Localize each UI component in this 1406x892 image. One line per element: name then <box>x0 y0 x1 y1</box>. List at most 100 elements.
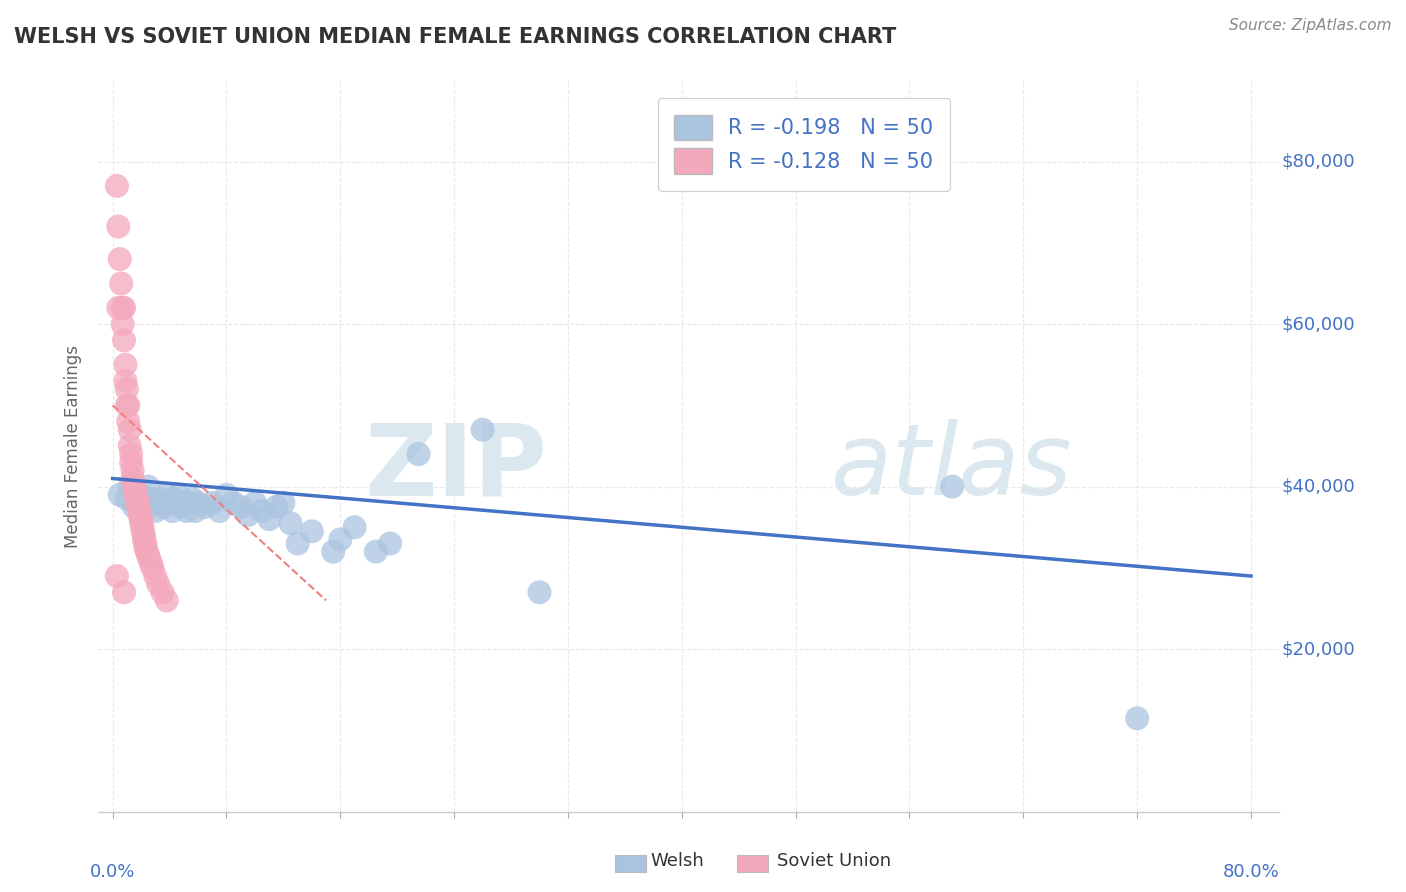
Point <box>105 569 128 583</box>
Point <box>165 491 187 506</box>
Point <box>134 541 156 555</box>
Point <box>243 496 266 510</box>
Point <box>122 480 145 494</box>
Point <box>107 219 129 234</box>
Point <box>108 488 131 502</box>
Point <box>364 544 387 558</box>
Point <box>118 439 141 453</box>
Point <box>139 557 162 571</box>
Point <box>156 593 179 607</box>
Legend: R = -0.198   N = 50, R = -0.128   N = 50: R = -0.198 N = 50, R = -0.128 N = 50 <box>658 98 950 191</box>
Point <box>176 504 198 518</box>
Point <box>125 496 148 510</box>
Point <box>132 533 155 547</box>
Point <box>105 178 128 193</box>
Point <box>132 504 155 518</box>
Point <box>129 488 152 502</box>
Point <box>167 488 190 502</box>
Point <box>115 382 138 396</box>
Point <box>127 496 149 510</box>
Point <box>143 504 166 518</box>
Point <box>135 544 157 558</box>
Point <box>108 252 131 266</box>
Point <box>148 496 170 510</box>
Text: atlas: atlas <box>831 419 1073 516</box>
Point <box>208 504 231 518</box>
Point <box>111 301 134 315</box>
Point <box>222 496 245 510</box>
Point <box>111 317 134 331</box>
Point <box>301 524 323 539</box>
Point <box>124 488 146 502</box>
Text: Soviet Union: Soviet Union <box>776 852 891 870</box>
Point <box>329 533 352 547</box>
Point <box>287 536 309 550</box>
Point <box>229 500 252 514</box>
Point <box>273 496 295 510</box>
Point <box>156 488 179 502</box>
Point <box>138 553 160 567</box>
Text: ZIP: ZIP <box>364 419 547 516</box>
Text: $40,000: $40,000 <box>1282 477 1355 496</box>
Text: $20,000: $20,000 <box>1282 640 1355 658</box>
Text: Source: ZipAtlas.com: Source: ZipAtlas.com <box>1229 18 1392 33</box>
Point <box>121 463 143 477</box>
Point <box>141 561 163 575</box>
Point <box>118 480 141 494</box>
Point <box>117 398 139 412</box>
Point <box>120 447 142 461</box>
Point <box>159 496 181 510</box>
Point <box>129 512 152 526</box>
Point <box>378 536 401 550</box>
Point <box>124 483 146 498</box>
Point <box>115 491 138 506</box>
Point <box>143 569 166 583</box>
Point <box>114 374 136 388</box>
Point <box>529 585 551 599</box>
Y-axis label: Median Female Earnings: Median Female Earnings <box>65 344 83 548</box>
Text: 0.0%: 0.0% <box>90 863 135 881</box>
Point <box>114 358 136 372</box>
Point <box>150 491 173 506</box>
Text: $80,000: $80,000 <box>1282 153 1355 170</box>
Point <box>128 504 150 518</box>
Point <box>181 491 204 506</box>
Point <box>136 480 159 494</box>
Point <box>127 496 149 510</box>
Point <box>148 577 170 591</box>
Point <box>121 471 143 485</box>
Point <box>122 475 145 490</box>
Text: Welsh: Welsh <box>650 852 704 870</box>
Point <box>132 528 155 542</box>
Point <box>141 491 163 506</box>
Point <box>107 301 129 315</box>
Point <box>131 520 153 534</box>
Point <box>110 277 132 291</box>
Text: 80.0%: 80.0% <box>1223 863 1279 881</box>
Point <box>112 585 135 599</box>
Point <box>1126 711 1149 725</box>
Point <box>162 504 184 518</box>
Text: WELSH VS SOVIET UNION MEDIAN FEMALE EARNINGS CORRELATION CHART: WELSH VS SOVIET UNION MEDIAN FEMALE EARN… <box>14 27 896 46</box>
Point <box>170 500 193 514</box>
Point <box>471 423 494 437</box>
Point <box>257 512 280 526</box>
Point <box>280 516 302 531</box>
Point <box>115 398 138 412</box>
Point <box>215 488 238 502</box>
Point <box>122 500 145 514</box>
Point <box>408 447 430 461</box>
Point <box>125 491 148 506</box>
Point <box>128 508 150 522</box>
Point <box>118 423 141 437</box>
Point <box>266 500 288 514</box>
Point <box>120 455 142 469</box>
Point <box>250 504 273 518</box>
Point <box>236 508 259 522</box>
Point <box>134 536 156 550</box>
Point <box>322 544 344 558</box>
Point <box>184 504 207 518</box>
Point <box>117 415 139 429</box>
Point <box>179 496 201 510</box>
Point <box>152 585 174 599</box>
